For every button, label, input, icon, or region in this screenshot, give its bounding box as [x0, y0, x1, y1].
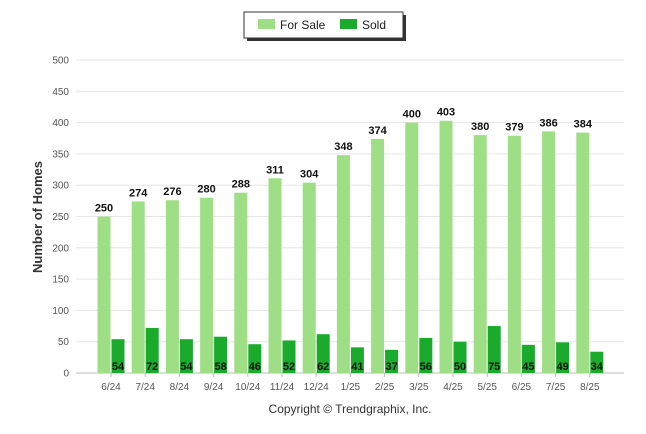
y-tick-label: 200 [52, 243, 69, 254]
x-tick-label: 12/24 [304, 382, 329, 393]
bar-sold [556, 342, 570, 373]
copyright-text: Copyright © Trendgraphix, Inc. [269, 402, 432, 416]
legend-label-sold: Sold [362, 18, 386, 32]
data-label-sold: 62 [317, 361, 329, 373]
bar-for-sale [165, 200, 179, 373]
bar-sold [145, 327, 159, 373]
x-tick-label: 8/24 [170, 382, 190, 393]
legend-swatch-for-sale [258, 19, 275, 29]
data-label-sold: 72 [146, 361, 158, 373]
y-axis: 0 50 100 150 200 250 300 350 400 450 500 [52, 56, 69, 380]
bar-sold [111, 339, 125, 373]
bar-sold [590, 351, 604, 373]
x-tick-label: 2/25 [375, 382, 395, 393]
legend-swatch-sold [340, 19, 357, 29]
data-label-sold: 34 [591, 361, 604, 373]
data-label-for-sale: 379 [505, 122, 523, 134]
x-tick-label: 11/24 [270, 382, 295, 393]
bar-sold [316, 334, 330, 373]
data-label-for-sale: 374 [368, 125, 387, 137]
y-axis-title: Number of Homes [30, 161, 45, 273]
data-label-for-sale: 386 [539, 117, 557, 129]
data-label-for-sale: 304 [300, 169, 319, 181]
data-label-sold: 75 [488, 361, 500, 373]
bar-sold [214, 336, 228, 373]
data-label-sold: 41 [351, 361, 363, 373]
data-label-for-sale: 400 [403, 109, 421, 121]
bar-sold [282, 340, 296, 373]
bar-for-sale [439, 120, 453, 373]
bar-for-sale [405, 122, 419, 373]
y-tick-label: 250 [52, 212, 69, 223]
data-label-for-sale: 403 [437, 107, 455, 119]
data-label-sold: 37 [385, 361, 397, 373]
y-tick-label: 100 [52, 306, 69, 317]
bar-for-sale [336, 155, 350, 373]
bar-for-sale [268, 178, 282, 373]
data-label-for-sale: 348 [334, 141, 352, 153]
bar-sold [248, 344, 262, 373]
bar-for-sale [200, 197, 214, 373]
data-label-sold: 58 [214, 361, 226, 373]
x-axis: 6/24 7/24 8/24 9/24 10/24 11/24 12/24 1/25 2/25 3… [101, 373, 600, 393]
bar-for-sale [302, 182, 316, 373]
x-tick-label: 3/25 [409, 382, 429, 393]
plot-area: 250 54 274 72 276 54 280 58 288 46 311 52 304 62 348 41… [95, 107, 604, 373]
data-label-sold: 45 [522, 361, 534, 373]
legend-label-for-sale: For Sale [280, 18, 326, 32]
data-label-for-sale: 288 [232, 179, 250, 191]
bar-sold [350, 347, 364, 373]
data-label-for-sale: 274 [129, 187, 148, 199]
x-tick-label: 4/25 [443, 382, 463, 393]
bar-sold [179, 339, 193, 373]
y-tick-label: 450 [52, 87, 69, 98]
x-tick-label: 6/25 [512, 382, 532, 393]
x-tick-label: 8/25 [580, 382, 600, 393]
gridlines [76, 59, 624, 374]
y-tick-label: 350 [52, 149, 69, 160]
x-tick-label: 5/25 [477, 382, 497, 393]
data-label-sold: 50 [454, 361, 466, 373]
data-label-for-sale: 276 [163, 186, 181, 198]
bar-for-sale [371, 138, 385, 373]
data-label-sold: 49 [556, 361, 568, 373]
data-label-sold: 54 [180, 361, 193, 373]
bar-for-sale [131, 201, 145, 373]
x-tick-label: 1/25 [341, 382, 361, 393]
data-label-sold: 54 [112, 361, 125, 373]
y-tick-label: 500 [52, 56, 69, 67]
y-tick-label: 0 [63, 369, 69, 380]
bar-sold [521, 344, 535, 373]
bar-sold [487, 326, 501, 373]
data-label-for-sale: 280 [197, 184, 215, 196]
data-label-for-sale: 384 [574, 119, 593, 131]
legend[interactable]: For Sale Sold [243, 11, 406, 41]
data-label-for-sale: 311 [266, 164, 284, 176]
data-label-for-sale: 250 [95, 203, 113, 215]
x-tick-label: 7/24 [135, 382, 155, 393]
bar-sold [453, 341, 467, 373]
y-tick-label: 150 [52, 275, 69, 286]
y-tick-label: 50 [58, 337, 70, 348]
data-label-sold: 46 [249, 361, 261, 373]
bar-sold [385, 349, 399, 373]
bar-for-sale [542, 131, 556, 373]
bar-for-sale [576, 132, 590, 373]
y-tick-label: 400 [52, 118, 69, 129]
x-tick-label: 10/24 [235, 382, 260, 393]
x-tick-label: 6/24 [101, 382, 121, 393]
y-tick-label: 300 [52, 181, 69, 192]
data-label-sold: 56 [420, 361, 432, 373]
data-label-sold: 52 [283, 361, 295, 373]
bar-sold [419, 337, 433, 373]
data-label-for-sale: 380 [471, 121, 489, 133]
bar-for-sale [234, 192, 248, 373]
x-tick-label: 9/24 [204, 382, 224, 393]
bar-for-sale [473, 135, 487, 373]
bar-for-sale [507, 135, 521, 373]
x-tick-label: 7/25 [546, 382, 566, 393]
bar-for-sale [97, 216, 111, 373]
